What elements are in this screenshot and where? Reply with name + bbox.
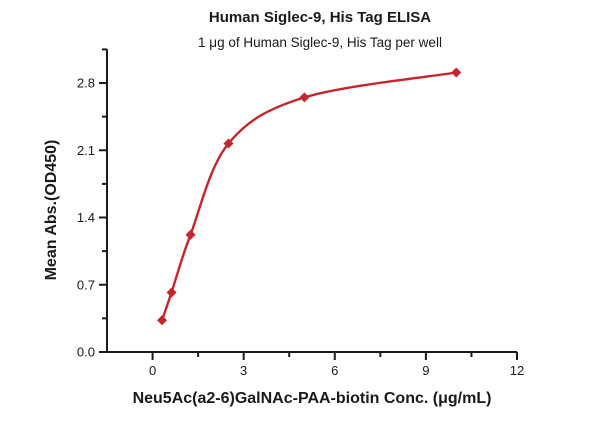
y-tick-label: 2.1 [77, 143, 95, 158]
x-axis-label: Neu5Ac(a2-6)GalNAc-PAA-biotin Conc. (μg/… [132, 390, 492, 407]
y-tick-label: 0.0 [77, 345, 95, 360]
fit-curve [160, 71, 458, 322]
x-tick-label: 9 [422, 363, 429, 378]
y-tick-label: 1.4 [77, 210, 95, 225]
data-point-diamond [299, 92, 310, 103]
x-tick-label: 3 [240, 363, 247, 378]
y-axis-label: Mean Abs.(OD450) [43, 139, 60, 281]
data-point-diamond [166, 287, 177, 298]
x-tick-label: 6 [331, 363, 338, 378]
y-tick-label: 2.8 [77, 76, 95, 91]
chart-subtitle: 1 μg of Human Siglec-9, His Tag per well [198, 35, 442, 50]
x-tick-label: 0 [149, 363, 156, 378]
x-tick-label: 12 [510, 363, 524, 378]
data-point-diamond [451, 67, 462, 78]
chart-title: Human Siglec-9, His Tag ELISA [208, 9, 432, 26]
data-point-diamond [185, 229, 196, 240]
y-tick-label: 0.7 [77, 277, 95, 292]
data-point-diamond [157, 315, 168, 326]
data-point-diamond [223, 138, 234, 149]
